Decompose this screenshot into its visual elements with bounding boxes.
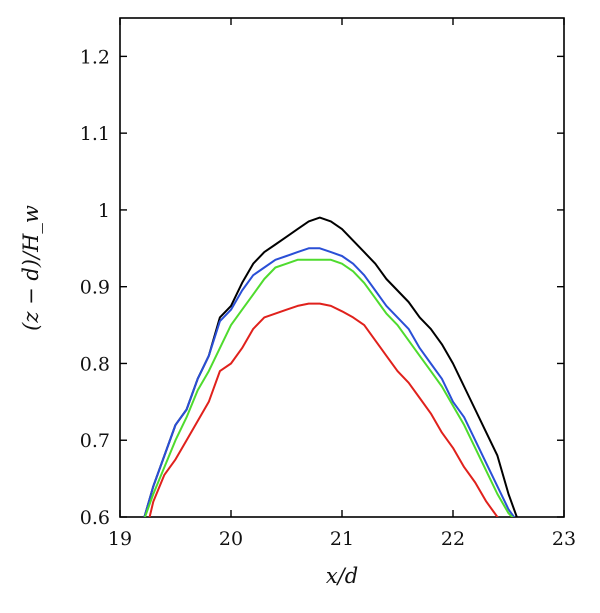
x-tick-label: 21 <box>330 528 354 550</box>
y-tick-label: 0.7 <box>80 430 110 452</box>
series-line-2 <box>143 247 516 517</box>
series-line-4 <box>148 302 499 517</box>
axis-ticks: 19 20 21 22 23 0.6 0.7 0.8 0.9 1 1.1 1.2 <box>80 18 576 550</box>
x-tick-label: 19 <box>108 528 132 550</box>
series-line-1 <box>143 216 518 517</box>
y-tick-label: 1 <box>98 200 110 222</box>
series-layer <box>143 216 518 517</box>
y-tick-label: 1.1 <box>80 123 110 145</box>
x-tick-label: 23 <box>552 528 576 550</box>
y-tick-label: 0.8 <box>80 353 110 375</box>
x-tick-label: 20 <box>219 528 243 550</box>
y-tick-label: 0.9 <box>80 277 110 299</box>
y-axis-label: (z − d)/H_w <box>19 205 43 331</box>
series-line-3 <box>143 258 514 517</box>
y-tick-label: 1.2 <box>80 46 110 68</box>
x-tick-label: 22 <box>441 528 465 550</box>
y-tick-label: 0.6 <box>80 507 110 529</box>
x-axis-label: x/d <box>326 564 358 588</box>
